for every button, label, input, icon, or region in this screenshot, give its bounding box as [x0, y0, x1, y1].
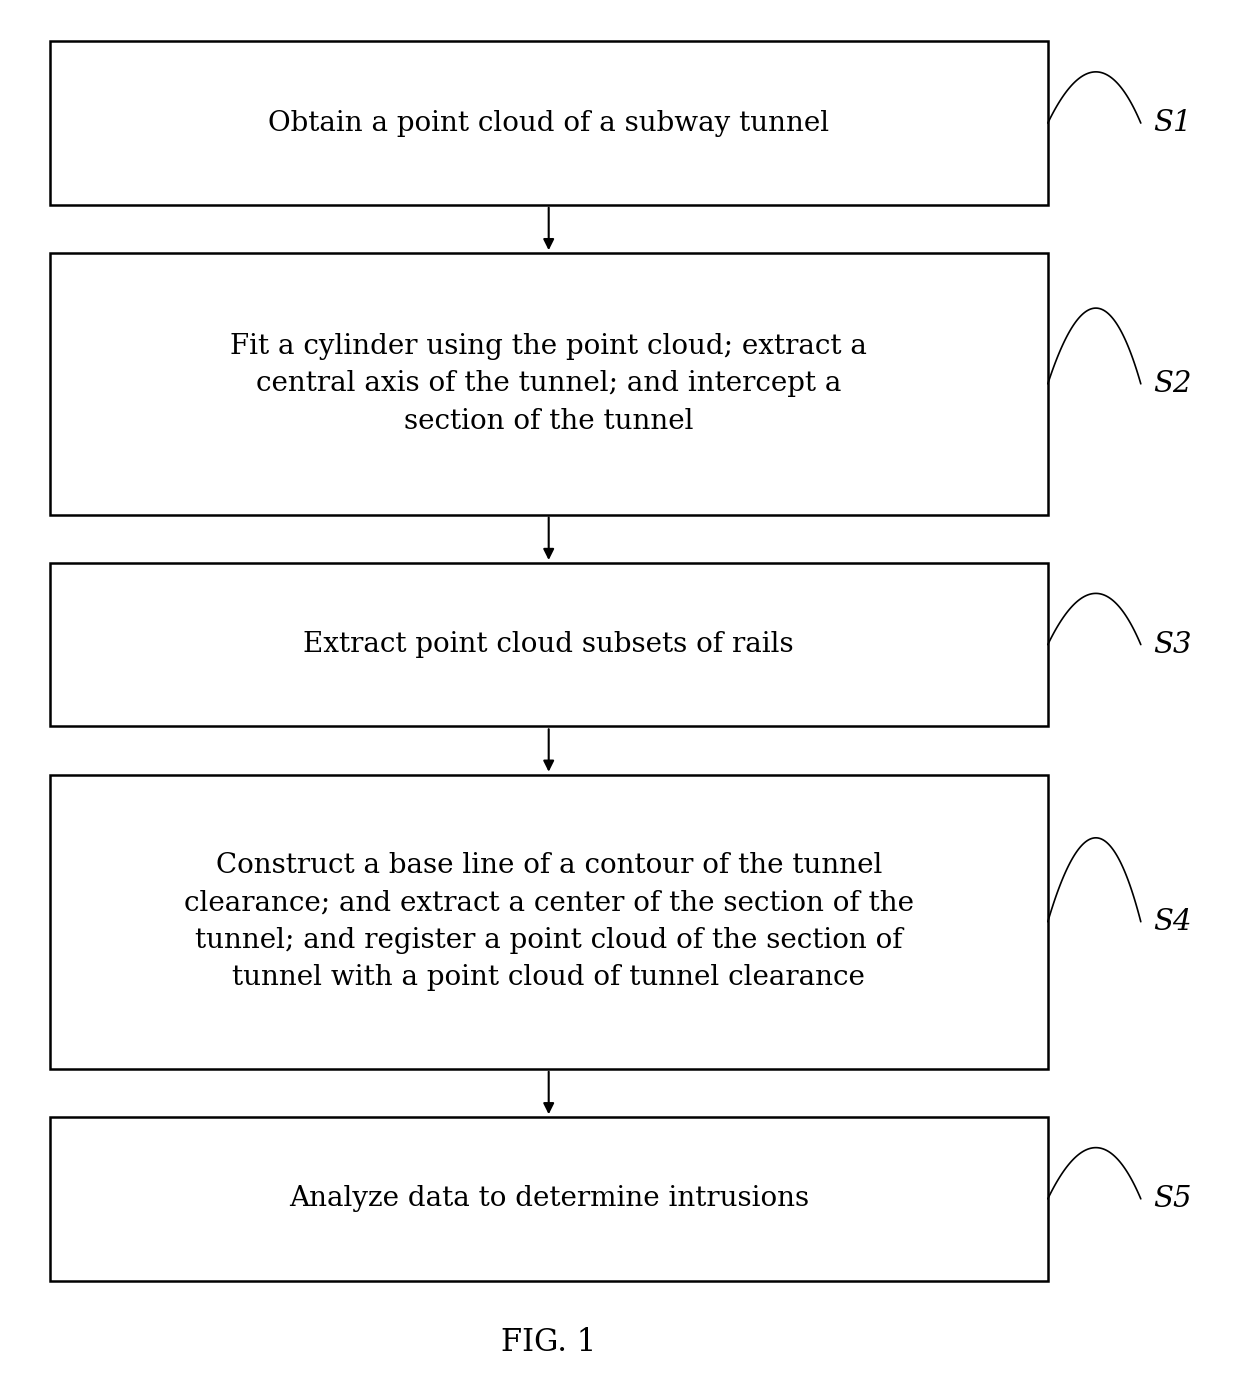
- Text: S3: S3: [1153, 631, 1192, 658]
- Text: S5: S5: [1153, 1184, 1192, 1213]
- Bar: [50, 41, 1048, 205]
- Text: Extract point cloud subsets of rails: Extract point cloud subsets of rails: [304, 631, 794, 658]
- Bar: [50, 1117, 1048, 1281]
- Bar: [50, 563, 1048, 727]
- Bar: [50, 774, 1048, 1069]
- Text: Obtain a point cloud of a subway tunnel: Obtain a point cloud of a subway tunnel: [268, 110, 830, 136]
- Text: S2: S2: [1153, 370, 1192, 398]
- Text: S4: S4: [1153, 907, 1192, 936]
- Text: Analyze data to determine intrusions: Analyze data to determine intrusions: [289, 1186, 808, 1212]
- Text: Construct a base line of a contour of the tunnel
clearance; and extract a center: Construct a base line of a contour of th…: [184, 852, 914, 991]
- Text: Fit a cylinder using the point cloud; extract a
central axis of the tunnel; and : Fit a cylinder using the point cloud; ex…: [231, 333, 867, 435]
- Text: S1: S1: [1153, 109, 1192, 138]
- Bar: [50, 253, 1048, 515]
- Text: FIG. 1: FIG. 1: [501, 1327, 596, 1358]
